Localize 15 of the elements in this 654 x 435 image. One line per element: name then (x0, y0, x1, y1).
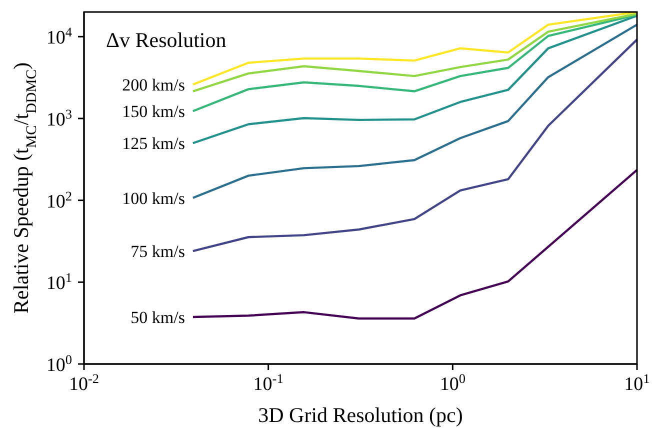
series-label: 150 km/s (122, 102, 185, 122)
series-label: 75 km/s (130, 242, 185, 262)
series-label: 200 km/s (122, 76, 185, 95)
y-tick-label: 10$^{4}$ (46, 24, 72, 49)
x-tick-label: 10$^{-1}$ (253, 370, 284, 395)
series-label: 125 km/s (122, 134, 185, 154)
y-tick-label: 10$^{1}$ (46, 270, 72, 294)
legend-title: Δv Resolution (106, 28, 226, 53)
x-tick-label: 10$^{1}$ (624, 370, 650, 395)
x-axis-title: 3D Grid Resolution (pc) (258, 403, 463, 427)
y-tick-label: 10$^{3}$ (46, 106, 72, 130)
y-tick-label: 10$^{2}$ (46, 188, 72, 212)
x-tick-label: 10$^{0}$ (440, 370, 466, 395)
series-label: 50 km/s (130, 308, 185, 328)
series-label: 100 km/s (122, 188, 185, 208)
